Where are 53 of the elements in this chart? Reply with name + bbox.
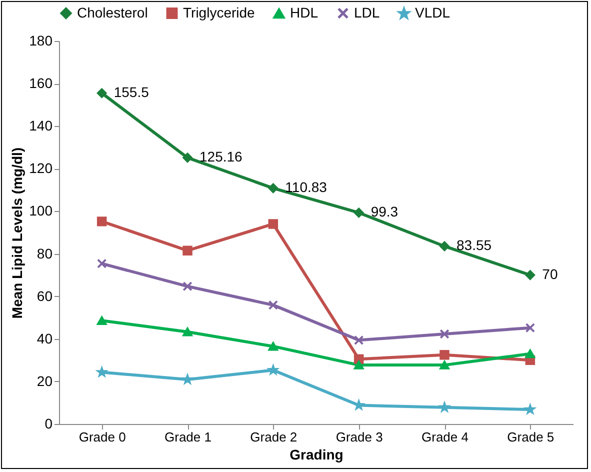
point xyxy=(440,241,450,252)
point xyxy=(96,216,107,226)
x-tick-label: Grade 1 xyxy=(164,430,212,444)
y-tick-label: 120 xyxy=(29,160,53,176)
point xyxy=(96,258,107,268)
y-tick-label: 180 xyxy=(29,32,53,48)
y-tick-label: 60 xyxy=(36,288,53,304)
point xyxy=(525,270,536,280)
y-tick-label: 140 xyxy=(29,118,53,134)
y-tick-label: 100 xyxy=(29,202,53,219)
legend-label: Cholesterol xyxy=(77,4,148,20)
data-label: 125.16 xyxy=(200,148,243,165)
x-tick-label: Grade 0 xyxy=(78,430,126,444)
point xyxy=(440,350,450,360)
x-tick-label: Grade 2 xyxy=(250,430,298,444)
x-tick-label: Grade 3 xyxy=(336,430,383,444)
point xyxy=(525,322,536,333)
point xyxy=(354,208,364,218)
legend-label: VLDL xyxy=(415,4,450,21)
point xyxy=(354,335,364,346)
y-tick-label: 20 xyxy=(36,372,53,389)
point xyxy=(96,316,107,325)
y-tick-label: 40 xyxy=(36,330,53,346)
point xyxy=(182,328,192,336)
data-label: 155.5 xyxy=(114,84,150,100)
x-axis-title: Grading xyxy=(290,446,344,462)
data-label: 99.3 xyxy=(370,204,398,220)
x-tick-label: Grade 5 xyxy=(507,430,554,444)
y-tick-label: 160 xyxy=(29,75,53,92)
y-axis-title: Mean Lipid Levels (mg/dl) xyxy=(9,147,26,319)
legend-label: HDL xyxy=(290,4,318,21)
point xyxy=(354,400,364,410)
data-label: 110.83 xyxy=(285,179,328,196)
y-tick-label: 0 xyxy=(44,416,53,432)
data-label: 83.55 xyxy=(456,237,492,254)
point xyxy=(440,360,450,370)
point xyxy=(182,281,192,292)
point xyxy=(525,349,536,358)
point xyxy=(182,152,192,163)
point xyxy=(268,300,278,310)
x-tick-label: Grade 4 xyxy=(422,430,468,444)
y-tick-label: 80 xyxy=(36,245,53,262)
point xyxy=(354,360,364,370)
point xyxy=(268,219,278,229)
legend-label: LDL xyxy=(354,4,380,20)
point xyxy=(354,354,364,364)
point xyxy=(268,183,278,194)
point xyxy=(96,88,107,98)
data-label: 70 xyxy=(542,266,558,282)
point xyxy=(182,246,192,256)
point xyxy=(440,329,450,339)
point xyxy=(268,342,278,351)
legend-label: Triglyceride xyxy=(183,4,256,20)
